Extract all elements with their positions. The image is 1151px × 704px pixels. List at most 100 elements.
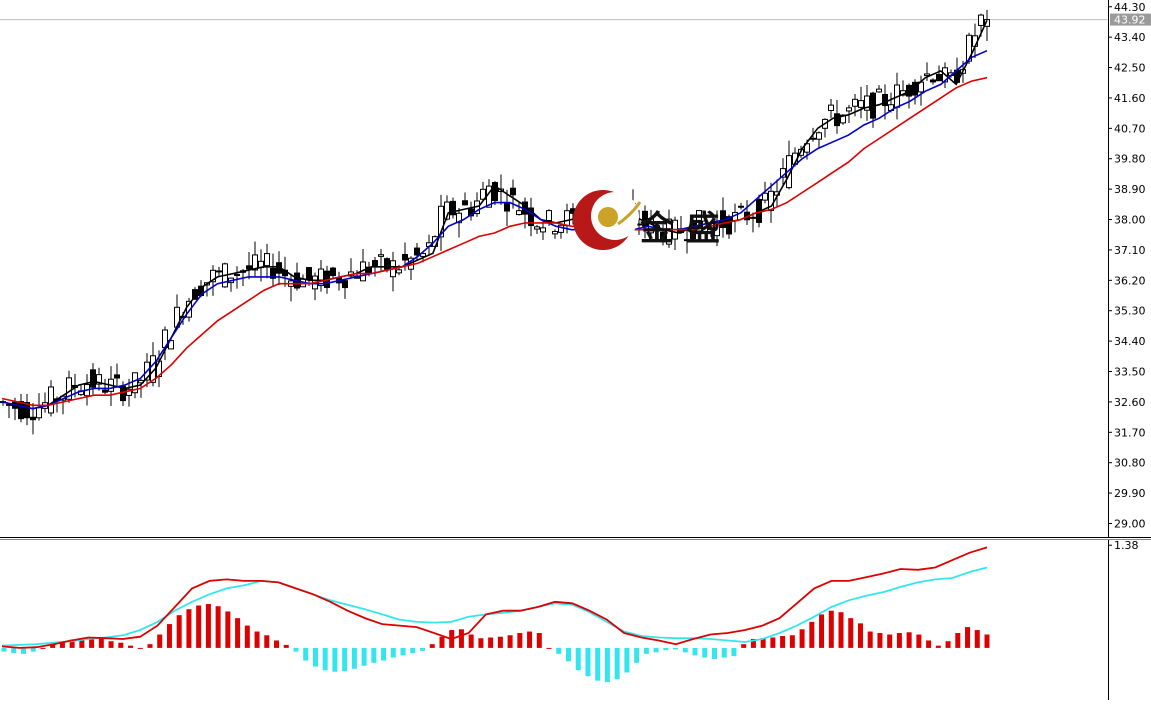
candle [246,252,252,280]
candle [42,392,48,413]
macd-histogram-bar [906,632,912,648]
candle-body [414,247,420,256]
price-tick-label: 30.80 [1114,457,1146,470]
macd-histogram-bar [468,634,474,648]
candle-body [438,205,444,238]
macd-panel[interactable] [1,546,990,683]
candle [528,197,534,237]
candle [558,223,564,239]
candle [216,266,222,278]
macd-histogram-bar [604,647,610,683]
macd-histogram-bar [702,647,708,658]
candle-body [234,273,240,276]
macd-histogram-bar [692,647,698,656]
candle-body [102,389,108,393]
candle [450,197,456,219]
candle [66,370,72,403]
candle-body [384,258,390,270]
macd-histogram-bar [867,631,873,648]
macd-histogram-bar [945,641,951,648]
candle [234,266,240,289]
macd-histogram-bar [303,647,309,661]
candle-body [936,74,942,82]
macd-histogram-bar [673,647,679,650]
price-tick-label: 40.70 [1114,122,1146,135]
macd-histogram-bar [235,618,241,648]
candle-body [660,231,666,243]
price-tick-label: 29.00 [1114,517,1146,530]
macd-histogram-bar [351,647,357,669]
macd-histogram-bar [225,611,231,648]
candle-body [828,104,834,111]
candle-body [264,253,270,267]
candle [786,140,792,190]
macd-tick-label: 1.38 [1114,539,1139,552]
candle-body [48,386,54,414]
macd-histogram-bar [264,635,270,648]
price-tick-label: 34.40 [1114,335,1146,348]
candle-body [444,201,450,220]
macd-histogram-bar [780,636,786,648]
candle [684,228,690,254]
candle-body [510,187,516,196]
macd-histogram-bar [215,606,221,648]
candle [822,118,828,138]
candle-body [24,402,30,419]
macd-histogram-bar [838,612,844,648]
macd-axis: 1.38 [1108,539,1139,700]
candle-body [246,265,252,270]
price-tick-label: 43.40 [1114,31,1146,44]
macd-histogram-bar [108,641,114,648]
candle [438,194,444,251]
macd-histogram-bar [595,647,601,681]
macd-main-line [1,546,988,649]
macd-histogram-bar [819,614,825,648]
candle-body [534,226,540,230]
candle-body [558,224,564,233]
candle [936,65,942,82]
macd-histogram-bar [79,638,85,648]
candle [738,202,744,210]
candle-body [846,107,852,112]
price-tick-label: 42.50 [1114,62,1146,75]
candle [474,192,480,217]
candle [750,212,756,233]
candle [270,253,276,287]
candle-body [66,377,72,400]
candle-body [216,270,222,273]
candle-body [930,79,936,83]
price-tick-label: 33.50 [1114,366,1146,379]
candle-body [330,267,336,277]
candle-body [492,182,498,202]
candle [828,98,834,119]
candle-body [564,210,570,227]
candle-body [132,372,138,394]
macd-marks [1,546,990,683]
candle-body [810,137,816,140]
macd-histogram-bar [887,634,893,648]
candle [858,86,864,119]
candle [984,9,990,42]
price-tick-label: 37.10 [1114,244,1146,257]
candle [288,273,294,302]
price-panel[interactable]: 金 盛 [0,9,1108,435]
macd-histogram-bar [186,609,192,648]
candle [264,243,270,279]
macd-histogram-bar [828,610,834,648]
candle-body [966,34,972,62]
macd-histogram-bar [157,634,163,648]
candle-body [318,268,324,287]
macd-histogram-bar [478,638,484,648]
candle-body [306,267,312,281]
macd-histogram-bar [974,630,980,648]
macd-histogram-bar [196,605,202,648]
candle [972,23,978,58]
ma-fast-line [1,19,988,410]
macd-histogram-bar [809,621,815,648]
candle [744,200,750,225]
macd-histogram-bar [371,647,377,663]
candle [390,251,396,292]
candle-body [456,212,462,224]
macd-histogram-bar [857,623,863,648]
macd-histogram-bar [926,640,932,648]
